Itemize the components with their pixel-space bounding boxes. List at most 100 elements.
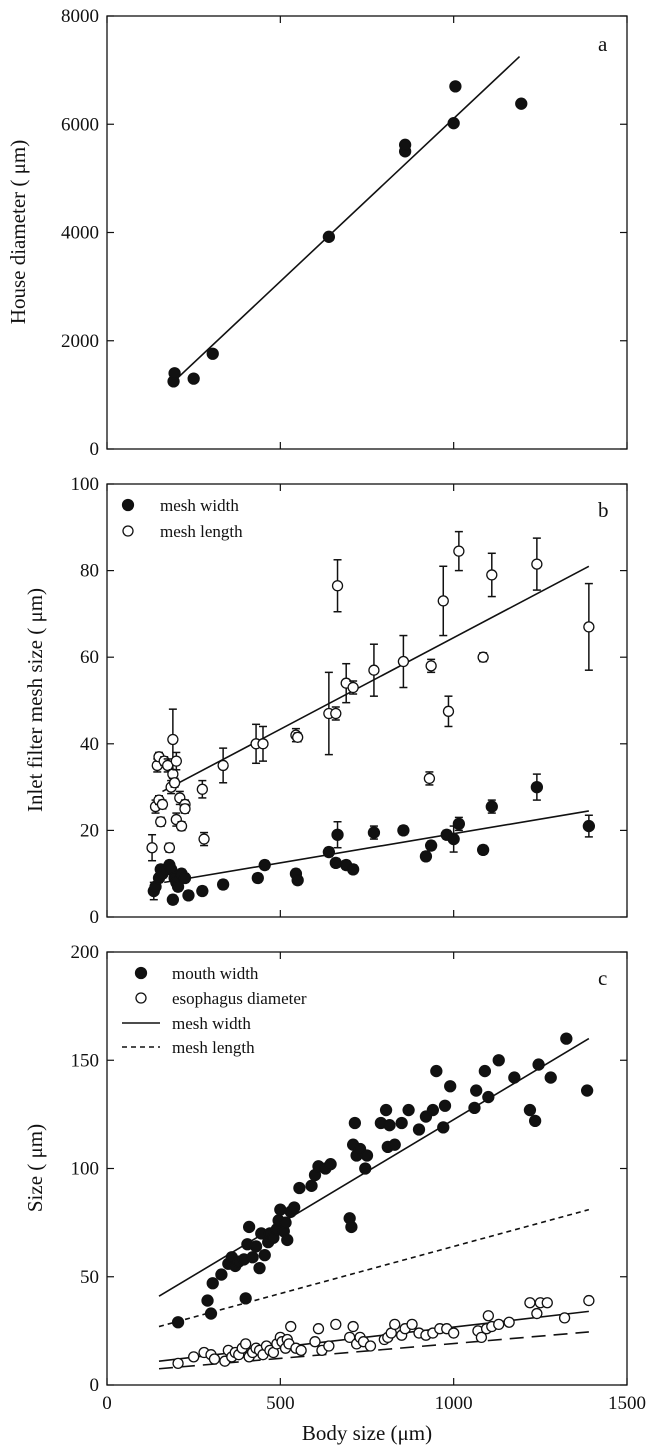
data-point-open xyxy=(397,655,410,668)
data-point-filled xyxy=(171,880,185,893)
y-tick-label: 6000 xyxy=(61,114,99,135)
data-point-open xyxy=(208,1353,221,1365)
data-point-filled xyxy=(532,1058,545,1071)
panel-c-marks: 0 50 100 150 200 0 500 1000 1500 xyxy=(71,942,647,1414)
y-tick-label: 4000 xyxy=(61,223,99,244)
data-point-filled xyxy=(274,1203,287,1216)
fit-line xyxy=(158,1331,589,1370)
panel-b-inlet-filter: b Inlet filter mesh size ( μm) mesh widt… xyxy=(23,474,628,928)
data-point-filled xyxy=(482,1090,495,1104)
fit-line xyxy=(170,56,521,385)
panel-a-ylabel: House diameter ( μm) xyxy=(6,140,30,324)
y-tick-label: 80 xyxy=(80,561,99,582)
data-point-filled xyxy=(438,1099,452,1112)
data-point-filled xyxy=(279,1216,292,1229)
data-point-filled xyxy=(444,1080,457,1093)
data-point-open xyxy=(493,1318,505,1331)
data-point-filled xyxy=(383,1119,396,1132)
data-point-open xyxy=(168,777,181,789)
panel-c-ylabel: Size ( μm) xyxy=(23,1124,47,1212)
panel-b-letter: b xyxy=(598,498,609,522)
data-point-filled xyxy=(258,1248,271,1262)
data-point-filled xyxy=(360,1149,374,1162)
legend-marker-mesh-width xyxy=(121,498,135,512)
data-point-filled xyxy=(322,845,336,859)
data-point-filled xyxy=(402,1103,415,1117)
data-point-open xyxy=(389,1318,401,1331)
panel-a-letter: a xyxy=(598,32,608,56)
data-point-filled xyxy=(166,893,180,906)
legend-label-mesh-length-line: mesh length xyxy=(172,1038,255,1057)
x-tick-label: 500 xyxy=(266,1393,295,1414)
data-point-filled xyxy=(345,1220,358,1234)
data-point-open xyxy=(425,660,437,672)
data-point-filled xyxy=(395,1116,408,1130)
data-point-open xyxy=(146,842,158,854)
data-point-filled xyxy=(178,871,192,885)
legend-marker-mesh-length xyxy=(122,525,134,537)
data-point-open xyxy=(156,798,169,811)
y-tick-label: 0 xyxy=(90,907,100,928)
data-point-filled xyxy=(253,1261,266,1275)
panel-c-size: c Size ( μm) mouth width esophagus diame… xyxy=(23,942,646,1414)
data-point-filled xyxy=(206,1277,219,1290)
data-point-filled xyxy=(478,1064,492,1078)
data-point-open xyxy=(257,738,269,750)
panel-b-marks: 0 20 40 60 80 100 xyxy=(71,474,628,928)
data-point-open xyxy=(155,816,167,828)
data-point-filled xyxy=(485,800,498,813)
data-point-filled xyxy=(324,1158,337,1171)
x-tick-label: 0 xyxy=(102,1393,112,1414)
data-point-open xyxy=(524,1297,536,1309)
data-point-filled xyxy=(215,1268,228,1281)
data-point-filled xyxy=(544,1071,557,1084)
data-point-filled xyxy=(437,1121,450,1134)
y-tick-label: 60 xyxy=(80,647,99,668)
data-point-filled xyxy=(379,1103,393,1117)
data-point-open xyxy=(331,580,344,592)
data-point-filled xyxy=(239,1292,252,1305)
panel-c-letter: c xyxy=(598,966,607,990)
data-point-filled xyxy=(348,1116,362,1130)
data-point-filled xyxy=(367,826,381,839)
data-point-filled xyxy=(346,863,360,876)
data-point-open xyxy=(196,783,208,795)
data-point-filled xyxy=(288,1201,301,1214)
data-point-open xyxy=(198,833,210,845)
data-point-filled xyxy=(398,138,412,151)
y-tick-label: 100 xyxy=(71,474,100,495)
data-point-filled xyxy=(182,889,195,902)
legend-label-mouth-width: mouth width xyxy=(172,964,259,983)
data-point-filled xyxy=(331,828,344,841)
legend-label-esophagus: esophagus diameter xyxy=(172,989,307,1008)
data-point-filled xyxy=(419,850,433,863)
data-point-open xyxy=(558,1312,571,1324)
data-point-filled xyxy=(430,1064,443,1078)
data-point-open xyxy=(240,1338,252,1350)
y-tick-label: 100 xyxy=(71,1159,100,1180)
data-point-open xyxy=(330,707,342,720)
data-point-filled xyxy=(216,878,230,891)
y-tick-label: 200 xyxy=(71,942,100,963)
data-point-filled xyxy=(452,817,466,831)
data-point-filled xyxy=(476,843,490,857)
fit-line xyxy=(164,810,589,884)
panel-a-house-diameter: a House diameter ( μm) 0 2000 4000 6000 8000 xyxy=(6,6,628,460)
data-point-open xyxy=(503,1316,515,1328)
panel-b-ylabel: Inlet filter mesh size ( μm) xyxy=(23,588,47,812)
data-point-open xyxy=(423,772,436,785)
panel-a-frame xyxy=(106,15,628,450)
data-point-open xyxy=(531,1307,543,1320)
x-tick-label: 1500 xyxy=(608,1393,646,1414)
data-point-open xyxy=(292,731,304,743)
data-point-open xyxy=(477,651,489,663)
data-point-open xyxy=(406,1318,418,1331)
legend-label-mesh-width-line: mesh width xyxy=(172,1014,251,1033)
data-point-open xyxy=(295,1344,307,1357)
data-point-filled xyxy=(305,1179,318,1192)
data-point-filled xyxy=(206,347,219,360)
data-point-open xyxy=(482,1310,494,1322)
legend-label-mesh-width: mesh width xyxy=(160,496,239,515)
y-tick-label: 2000 xyxy=(61,331,99,352)
data-point-filled xyxy=(560,1032,573,1045)
